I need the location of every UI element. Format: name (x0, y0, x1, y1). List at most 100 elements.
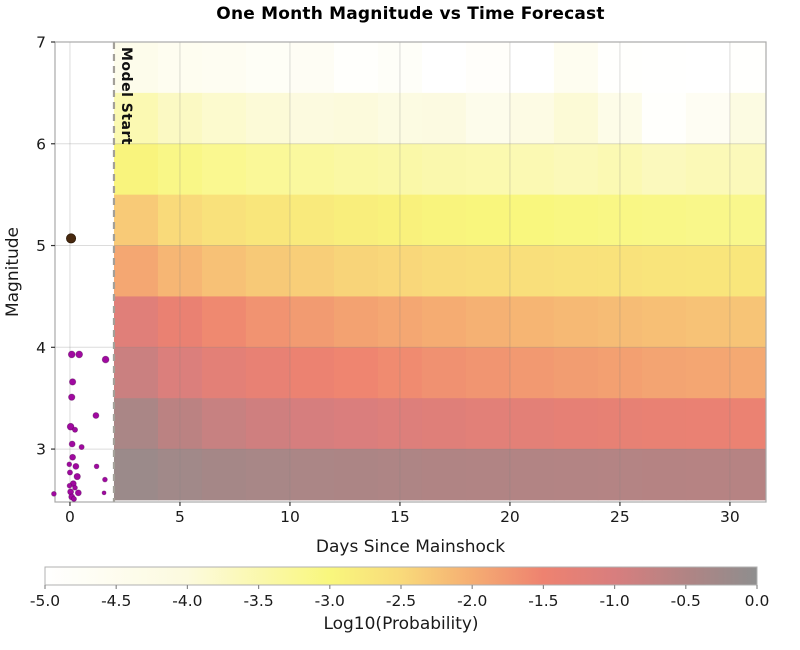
colorbar-tick-label: -2.5 (386, 592, 416, 610)
heatmap-cell (333, 143, 379, 196)
heatmap-cell (201, 449, 247, 501)
aftershock-point (66, 422, 75, 431)
heatmap-cell (421, 449, 467, 501)
heatmap-cell (421, 92, 467, 145)
heatmap-cell (289, 296, 335, 348)
heatmap-cell (509, 296, 555, 348)
heatmap-cell (509, 449, 555, 501)
heatmap-cell (377, 143, 423, 196)
heatmap-cell (685, 245, 731, 297)
y-tick-label: 4 (36, 339, 46, 357)
aftershock-point (68, 393, 76, 401)
heatmap-cell (465, 449, 511, 501)
heatmap-cell (465, 194, 511, 246)
plot-border (54, 41, 767, 503)
x-tick-label: 30 (720, 508, 740, 526)
colorbar-tick-label: -5.0 (30, 592, 60, 610)
heatmap-cell (641, 449, 687, 501)
heatmap-cell (201, 347, 247, 399)
aftershock-point (68, 440, 76, 448)
heatmap-cell (729, 449, 767, 501)
heatmap-cell (113, 42, 159, 94)
heatmap-cell (201, 245, 247, 297)
x-tick-label: 10 (280, 508, 300, 526)
chart-title: One Month Magnitude vs Time Forecast (216, 4, 605, 24)
heatmap-cell (113, 194, 159, 246)
heatmap-cell (289, 245, 335, 297)
x-tick-label: 25 (610, 508, 630, 526)
heatmap-cell (729, 245, 767, 297)
heatmap-cell (597, 42, 643, 94)
heatmap-cell (597, 194, 643, 246)
aftershock-point (93, 463, 100, 470)
heatmap-cell (685, 449, 731, 501)
heatmap-cell (333, 398, 379, 450)
heatmap-cell (377, 92, 423, 145)
colorbar-tick-label: -3.5 (243, 592, 273, 610)
heatmap-cell (465, 245, 511, 297)
heatmap-cell (201, 296, 247, 348)
aftershock-point (68, 378, 77, 386)
colorbar-tick-label: -2.0 (457, 592, 487, 610)
heatmap-cell (157, 143, 203, 196)
heatmap-cell (377, 42, 423, 94)
heatmap-cell (597, 143, 643, 196)
heatmap-cell (245, 398, 291, 450)
heatmap-cell (289, 398, 335, 450)
heatmap-cell (553, 296, 599, 348)
heatmap-cell (597, 296, 643, 348)
heatmap-cell (729, 347, 767, 399)
heatmap-cell (113, 449, 159, 501)
heatmap-cell (289, 449, 335, 501)
heatmap-cell (333, 245, 379, 297)
aftershock-point (67, 350, 76, 359)
colorbar-tick-label: -1.0 (599, 592, 629, 610)
aftershock-point (72, 484, 78, 491)
heatmap-cell (201, 194, 247, 246)
heatmap-cell (157, 347, 203, 399)
colorbar-tick-label: -0.5 (671, 592, 701, 610)
y-axis-label: Magnitude (3, 226, 23, 318)
heatmap-cell (553, 347, 599, 399)
heatmap-cell (245, 347, 291, 399)
heatmap-cell (157, 398, 203, 450)
heatmap-cell (157, 42, 203, 94)
heatmap-cell (509, 42, 555, 94)
heatmap-cell (553, 449, 599, 501)
aftershock-point (70, 495, 77, 502)
heatmap-cell (465, 42, 511, 94)
heatmap-cell (641, 42, 687, 94)
heatmap-cell (509, 245, 555, 297)
aftershock-point (73, 472, 81, 481)
heatmap-cell (509, 92, 555, 145)
aftershock-point (69, 453, 76, 461)
heatmap-cell (333, 296, 379, 348)
heatmap-cell (157, 449, 203, 501)
heatmap-cell (597, 449, 643, 501)
heatmap-cell (289, 143, 335, 196)
heatmap-cell (377, 194, 423, 246)
heatmap-cell (685, 398, 731, 450)
aftershock-point (92, 412, 100, 419)
heatmap-cell (553, 42, 599, 94)
aftershock-point (72, 462, 80, 470)
heatmap-cell (685, 296, 731, 348)
aftershock-point (66, 482, 73, 489)
colorbar-tick-label: -1.5 (528, 592, 558, 610)
heatmap-cell (685, 42, 731, 94)
colorbar-tick-label: -3.0 (315, 592, 345, 610)
heatmap-cell (597, 398, 643, 450)
heatmap-cell (553, 194, 599, 246)
heatmap-cell (113, 296, 159, 348)
heatmap-cell (333, 92, 379, 145)
heatmap-cell (201, 398, 247, 450)
aftershock-point (101, 355, 110, 364)
heatmap-cell (597, 347, 643, 399)
heatmap-cell (729, 42, 767, 94)
heatmap-cell (201, 42, 247, 94)
mainshock-point (66, 233, 77, 244)
aftershock-point (102, 476, 108, 483)
colorbar (44, 566, 758, 586)
y-tick-label: 6 (36, 135, 46, 153)
